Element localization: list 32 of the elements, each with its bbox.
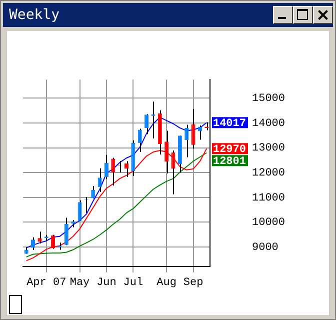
data-label: 12801	[212, 156, 246, 168]
y-tick-label: 9000	[252, 242, 278, 254]
candlestick	[124, 160, 129, 178]
y-tick-label: 12000	[252, 168, 286, 180]
y-tick-label: 11000	[252, 192, 286, 204]
candlestick	[144, 114, 149, 135]
y-tick-label: 14000	[252, 118, 286, 130]
candlestick	[191, 108, 196, 150]
candlestick	[51, 234, 56, 250]
x-tick-label: Jul	[123, 276, 144, 289]
candlestick	[91, 186, 96, 199]
x-tick-label: Apr 07	[26, 276, 66, 289]
candlestick	[111, 157, 116, 186]
x-tick-label: May	[70, 276, 90, 289]
x-tick-label: Sep	[183, 276, 204, 289]
data-label: 14017	[212, 118, 246, 130]
candlestick	[184, 124, 189, 158]
candlestick	[98, 168, 102, 192]
x-tick-label: Jun	[96, 276, 116, 289]
candlestick	[38, 231, 42, 244]
chart-title: Weekly	[9, 7, 60, 23]
y-tick-label: 15000	[252, 93, 286, 106]
data-label: 12970	[212, 144, 246, 156]
candlestick	[78, 200, 82, 222]
y-tick-label: 13000	[252, 142, 286, 155]
x-tick-label: Aug	[156, 276, 176, 289]
candlestick	[198, 124, 202, 140]
candlestick	[138, 128, 142, 153]
candlestick	[64, 217, 68, 246]
y-tick-label: 10000	[252, 217, 286, 230]
candlestick	[31, 236, 36, 251]
candlestick	[104, 154, 108, 180]
